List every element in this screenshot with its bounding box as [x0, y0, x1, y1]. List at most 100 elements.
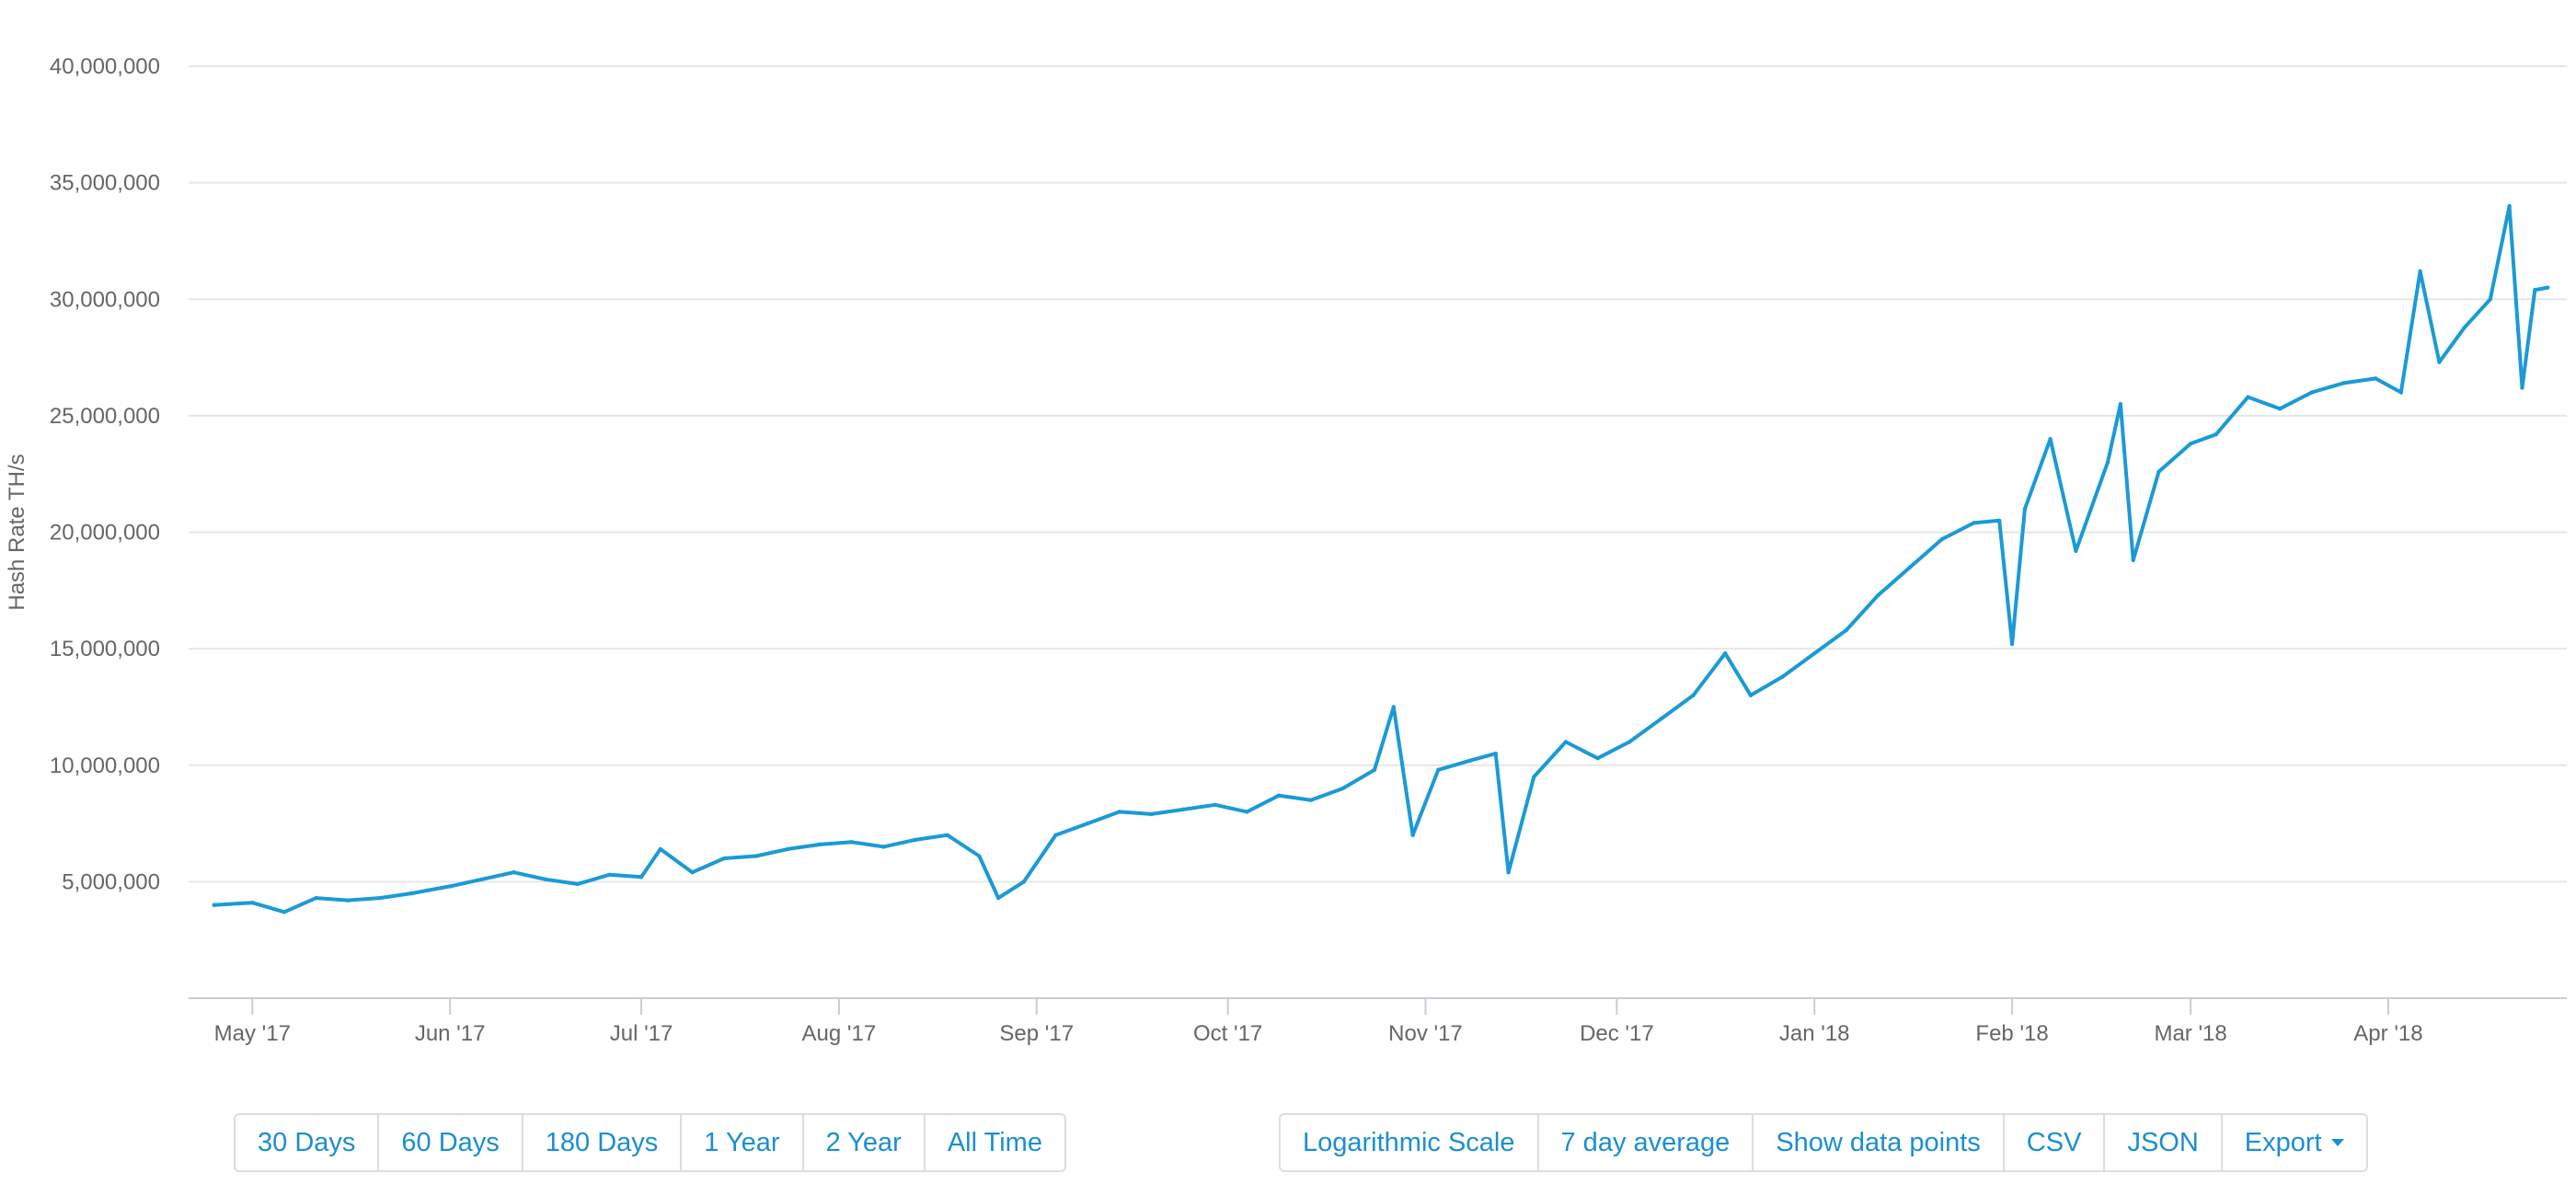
data-point: [1997, 518, 2002, 523]
data-point: [2188, 442, 2193, 446]
y-tick-label: 15,000,000: [50, 637, 160, 661]
export-button[interactable]: Export: [2223, 1115, 2366, 1170]
data-point: [2277, 407, 2283, 411]
data-point: [212, 903, 216, 907]
data-point: [2009, 641, 2015, 647]
y-tick-label: 20,000,000: [50, 521, 160, 546]
data-point: [786, 846, 790, 852]
range-2-year-button[interactable]: 2 Year: [804, 1115, 926, 1170]
data-point: [977, 854, 982, 858]
x-tick-label: Aug '17: [802, 1021, 877, 1046]
data-point: [2246, 395, 2250, 399]
range-1-year-button[interactable]: 1 Year: [682, 1115, 804, 1170]
data-point: [314, 895, 318, 901]
data-point: [945, 833, 949, 837]
data-point: [1691, 693, 1696, 697]
data-point: [690, 870, 695, 875]
x-tick-label: Jan '18: [1779, 1021, 1850, 1046]
range-all-time-button[interactable]: All Time: [947, 1127, 1042, 1157]
chevron-down-icon: [2330, 1139, 2344, 1146]
data-point: [512, 870, 516, 875]
range-button-group: 30 Days 60 Days 180 Days 1 Year 2 Year A…: [234, 1113, 1066, 1172]
data-point: [282, 910, 287, 914]
data-point: [2118, 402, 2123, 407]
show-data-points-button[interactable]: Show data points: [1754, 1115, 2005, 1170]
data-point: [1053, 833, 1058, 837]
logarithmic-scale-button[interactable]: Logarithmic Scale: [1281, 1115, 1539, 1170]
range-180-days-button[interactable]: 180 Days: [523, 1115, 683, 1170]
data-point: [2309, 390, 2314, 395]
data-point: [1780, 674, 1785, 679]
hash-rate-chart: 5,000,000 10,000,000 15,000,000 20,000,000 2…: [5, 54, 2567, 1046]
data-point: [1563, 740, 1569, 744]
data-point: [250, 900, 255, 905]
x-tick-label: Oct '17: [1193, 1021, 1262, 1046]
data-point: [849, 840, 854, 845]
data-point: [2074, 548, 2078, 553]
csv-button[interactable]: CSV: [2005, 1115, 2106, 1170]
data-point: [2546, 285, 2550, 290]
y-axis-ticks: 5,000,000 10,000,000 15,000,000 20,000,000 2…: [50, 54, 160, 894]
y-tick-label: 35,000,000: [50, 171, 160, 196]
data-point: [575, 881, 580, 887]
data-point: [1595, 755, 1600, 761]
data-point: [2398, 390, 2404, 395]
data-point: [1627, 740, 1632, 744]
data-point: [1907, 565, 1913, 569]
data-points: [212, 203, 2550, 914]
x-tick-label: Feb '18: [1975, 1021, 2048, 1046]
data-point: [1844, 627, 1849, 633]
data-point: [721, 856, 727, 861]
data-point: [658, 846, 663, 852]
data-point: [881, 845, 886, 849]
data-point: [1876, 592, 1880, 598]
options-button-group: Logarithmic Scale 7 day average Show dat…: [1279, 1113, 2368, 1172]
seven-day-average-button[interactable]: 7 day average: [1539, 1115, 1754, 1170]
data-point: [1245, 810, 1249, 814]
x-tick-label: May '17: [214, 1021, 291, 1046]
data-point: [1085, 821, 1090, 826]
data-point: [2156, 469, 2161, 474]
data-point: [2488, 297, 2493, 302]
data-point: [753, 854, 758, 858]
data-point: [2520, 385, 2524, 390]
data-point: [1972, 521, 1976, 525]
data-point: [377, 895, 383, 901]
data-point: [1812, 650, 1817, 656]
y-tick-label: 10,000,000: [50, 753, 160, 778]
range-30-days-button[interactable]: 30 Days: [236, 1115, 380, 1170]
x-axis-ticks: May '17 Jun '17 Jul '17 Aug '17 Sep '17 Oct '…: [214, 998, 2423, 1046]
data-point: [2131, 558, 2135, 563]
range-60-days-button[interactable]: 60 Days: [379, 1115, 523, 1170]
data-point: [2418, 269, 2422, 274]
data-point: [1117, 810, 1122, 814]
data-point: [1506, 870, 1511, 875]
data-point: [1493, 751, 1498, 756]
data-point: [1372, 767, 1377, 773]
x-tick-label: Jun '17: [415, 1021, 486, 1046]
data-point: [2507, 203, 2512, 209]
data-point: [543, 877, 548, 882]
data-point: [2533, 287, 2537, 293]
data-point: [1391, 705, 1397, 709]
data-point: [1659, 716, 1664, 721]
export-label: Export: [2244, 1127, 2322, 1157]
data-point: [607, 872, 612, 877]
data-point: [1213, 802, 1217, 808]
data-point: [1021, 880, 1027, 884]
data-point: [1939, 536, 1945, 542]
data-point: [2341, 381, 2346, 385]
data-point: [817, 842, 822, 847]
data-point: [913, 837, 918, 842]
data-point: [1276, 793, 1282, 798]
data-point: [2437, 360, 2442, 364]
data-point: [2462, 325, 2467, 329]
gridlines: [189, 65, 2567, 883]
data-point: [1723, 650, 1728, 656]
hash-rate-line: [212, 204, 2550, 914]
x-tick-label: Mar '18: [2154, 1021, 2226, 1046]
data-point: [346, 898, 351, 903]
data-point: [1467, 758, 1473, 763]
json-button[interactable]: JSON: [2105, 1115, 2223, 1170]
data-point: [1532, 775, 1536, 779]
